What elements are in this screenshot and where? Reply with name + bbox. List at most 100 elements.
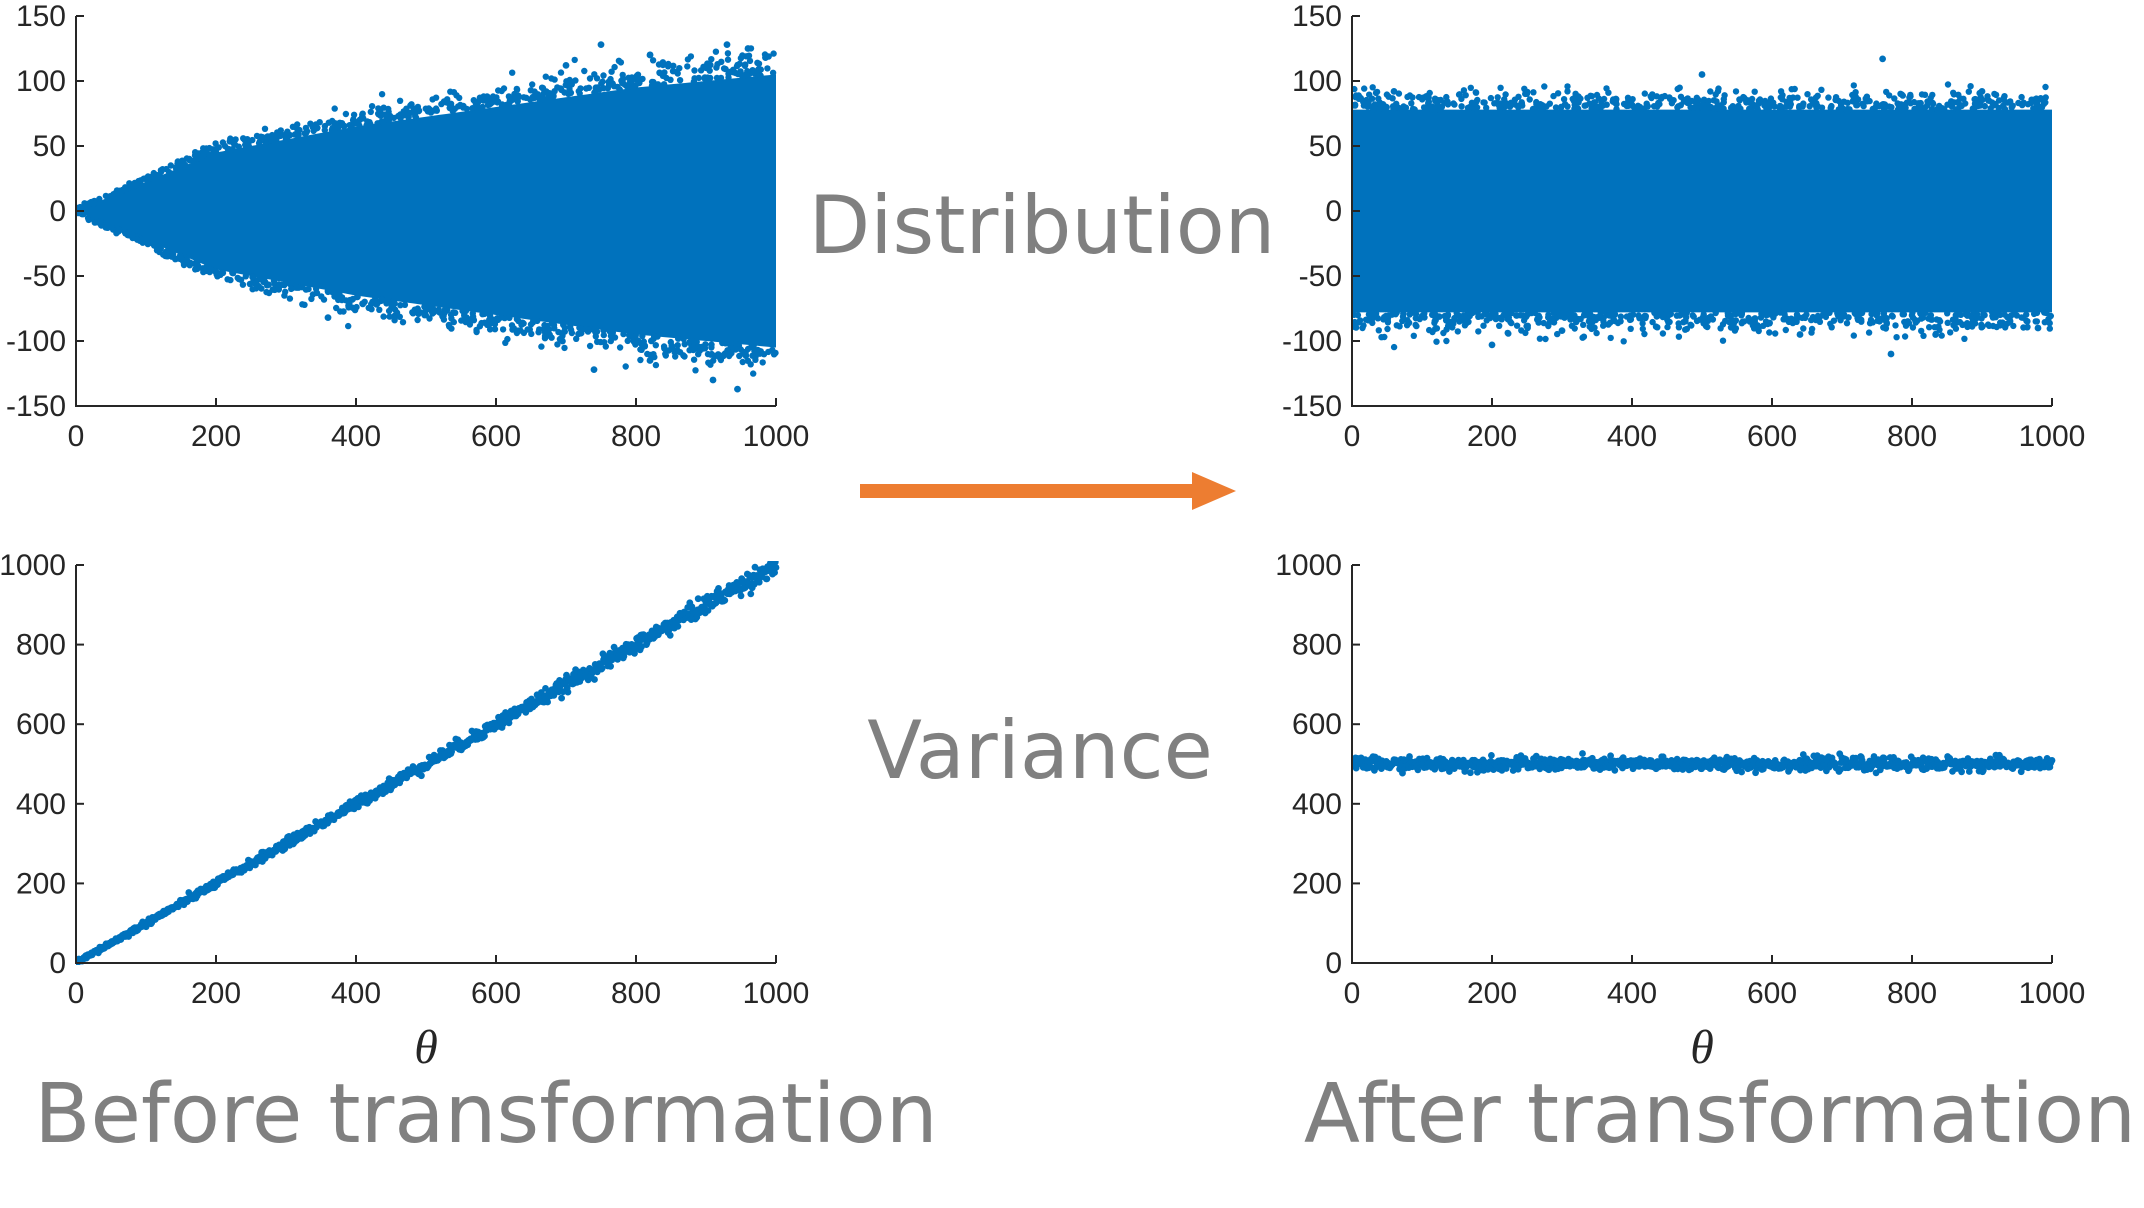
scatter-point (1472, 89, 1480, 96)
scatter-point (2046, 320, 2053, 327)
scatter-point (330, 290, 338, 297)
scatter-point (2019, 101, 2026, 109)
scatter-point (557, 69, 565, 76)
scatter-point (763, 575, 771, 583)
scatter-point (1973, 314, 1981, 322)
scatter-point (561, 89, 568, 96)
scatter-point (1888, 104, 1895, 111)
scatter-point (367, 108, 374, 116)
scatter-point (1993, 323, 2000, 331)
scatter-point (1433, 338, 1440, 345)
scatter-point (1560, 96, 1568, 103)
scatter-point (486, 311, 493, 318)
scatter-point (1786, 94, 1793, 102)
scatter-point (1944, 319, 1951, 326)
scatter-point (607, 662, 614, 670)
scatter-point (1754, 106, 1761, 113)
scatter-point (718, 58, 725, 65)
scatter-point (1374, 315, 1382, 322)
scatter-point (1404, 317, 1411, 324)
scatter-point (544, 698, 551, 706)
scatter-point (157, 167, 165, 174)
scatter-point (229, 269, 236, 276)
outlier-point (1558, 327, 1566, 334)
scatter-point (2007, 312, 2015, 319)
scatter-point (560, 321, 567, 328)
scatter-point (1664, 323, 1671, 331)
scatter-point (2024, 318, 2031, 325)
scatter-point (1383, 91, 1391, 98)
scatter-point (732, 340, 740, 347)
scatter-point (1593, 329, 1600, 337)
scatter-point (390, 114, 398, 122)
outlier-point (646, 357, 654, 364)
scatter-point (418, 772, 425, 780)
y-tick-label: 0 (1325, 195, 1342, 228)
scatter-point (1738, 768, 1745, 776)
scatter-point (1406, 311, 1413, 318)
scatter-point (1682, 326, 1689, 333)
scatter-point (637, 356, 644, 364)
scatter-point (486, 316, 493, 323)
scatter-point (1737, 310, 1744, 317)
scatter-point (1814, 312, 1822, 320)
scatter-point (1827, 103, 1835, 111)
scatter-point (1495, 101, 1503, 109)
scatter-point (1907, 100, 1914, 107)
scatter-point (1957, 95, 1964, 102)
scatter-point (1850, 332, 1858, 339)
scatter-point (690, 356, 698, 363)
scatter-point (554, 341, 561, 348)
scatter-point (1408, 100, 1415, 107)
scatter-point (2023, 311, 2030, 318)
scatter-point (1564, 83, 1571, 90)
outlier-point (762, 54, 769, 61)
scatter-point (1685, 99, 1692, 106)
y-tick-label: 50 (33, 130, 66, 163)
scatter-point (1920, 332, 1927, 339)
scatter-point (1676, 84, 1683, 91)
scatter-point (261, 125, 269, 132)
scatter-point (2035, 106, 2042, 113)
scatter-point (744, 68, 751, 75)
scatter-point (544, 322, 551, 330)
scatter-point (2001, 105, 2009, 113)
scatter-point (1926, 324, 1933, 331)
scatter-point (670, 62, 677, 69)
scatter-point (1771, 103, 1778, 110)
scatter-point (469, 105, 476, 112)
scatter-point (1992, 310, 1999, 317)
x-tick-label: 200 (1467, 420, 1517, 453)
scatter-point (566, 76, 573, 84)
scatter-point (770, 50, 777, 57)
scatter-point (1650, 103, 1658, 110)
scatter-point (219, 139, 227, 146)
scatter-point (720, 65, 728, 72)
scatter-point (372, 295, 379, 302)
scatter-point (1883, 88, 1890, 96)
scatter-point (1421, 310, 1428, 317)
scatter-point (1580, 321, 1587, 328)
scatter-point (368, 300, 375, 308)
scatter-point (500, 85, 508, 92)
scatter-point (294, 129, 301, 136)
scatter-point (509, 69, 516, 76)
scatter-point (1985, 97, 1993, 104)
scatter-point (1749, 322, 1757, 329)
scatter-point (172, 256, 179, 263)
scatter-point (564, 688, 572, 696)
scatter-point (144, 173, 152, 180)
scatter-point (620, 75, 627, 82)
scatter-point (1962, 311, 1969, 318)
scatter-point (527, 87, 534, 94)
scatter-point (531, 94, 538, 102)
scatter-point (1755, 325, 1762, 332)
scatter-point (274, 131, 281, 138)
scatter-point (1689, 312, 1696, 319)
scatter-point (1688, 322, 1695, 329)
scatter-point (469, 310, 476, 317)
scatter-point (1564, 88, 1571, 95)
scatter-point (1818, 86, 1825, 94)
scatter-point (1588, 325, 1595, 333)
